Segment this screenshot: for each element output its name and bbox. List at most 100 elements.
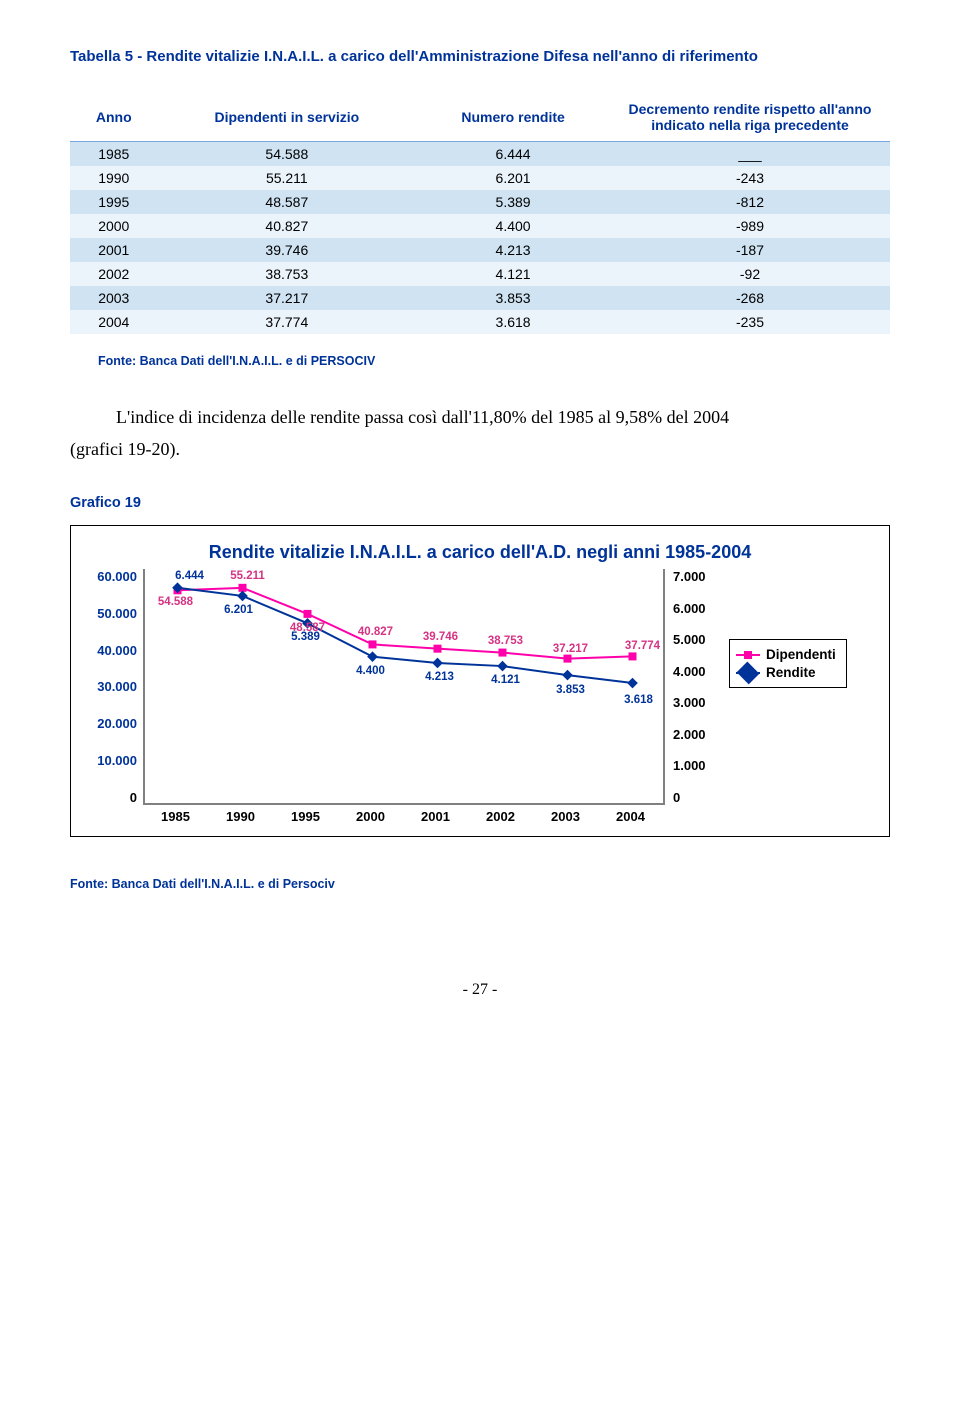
table-row: 200139.7464.213-187 — [70, 238, 890, 262]
y-right-tick: 4.000 — [673, 664, 713, 679]
table-row: 199055.2116.201-243 — [70, 166, 890, 190]
y-right-tick: 1.000 — [673, 758, 713, 773]
x-axis-labels: 19851990199520002001200220032004 — [143, 809, 663, 824]
table-title: Tabella 5 - Rendite vitalizie I.N.A.I.L.… — [70, 48, 890, 65]
cell-anno: 1995 — [70, 190, 158, 214]
chart-plot-area: 54.58855.21148.58740.82739.74638.75337.2… — [143, 569, 663, 805]
x-tick: 2000 — [338, 809, 403, 824]
th-dec: Decremento rendite rispetto all'anno ind… — [610, 93, 890, 142]
y-left-tick: 20.000 — [89, 716, 137, 731]
cell-dec: -989 — [610, 214, 890, 238]
y-right-tick: 5.000 — [673, 632, 713, 647]
body-line-2: (grafici 19-20). — [70, 439, 180, 459]
cell-anno: 2001 — [70, 238, 158, 262]
cell-dec: -235 — [610, 310, 890, 334]
data-label: 4.213 — [425, 671, 454, 683]
data-label: 6.201 — [224, 604, 253, 616]
chart-legend: Dipendenti Rendite — [729, 639, 847, 688]
y-right-tick: 6.000 — [673, 601, 713, 616]
x-tick: 1990 — [208, 809, 273, 824]
data-label: 37.217 — [553, 643, 588, 655]
legend-swatch-pink — [736, 654, 760, 656]
data-label: 54.588 — [158, 596, 193, 608]
cell-dip: 48.587 — [158, 190, 417, 214]
data-label: 39.746 — [423, 631, 458, 643]
cell-dip: 40.827 — [158, 214, 417, 238]
x-tick: 1995 — [273, 809, 338, 824]
cell-dec: -268 — [610, 286, 890, 310]
fonte-1: Fonte: Banca Dati dell'I.N.A.I.L. e di P… — [98, 354, 890, 368]
cell-dec: -92 — [610, 262, 890, 286]
cell-anno: 1985 — [70, 142, 158, 167]
cell-dip: 37.217 — [158, 286, 417, 310]
table-row: 200238.7534.121-92 — [70, 262, 890, 286]
x-tick: 2001 — [403, 809, 468, 824]
body-line-1: L'indice di incidenza delle rendite pass… — [116, 407, 729, 427]
cell-dec: -812 — [610, 190, 890, 214]
x-tick: 2004 — [598, 809, 663, 824]
data-label: 38.753 — [488, 635, 523, 647]
data-label: 4.121 — [491, 674, 520, 686]
y-axis-left: 60.000 50.000 40.000 30.000 20.000 10.000 0 — [89, 569, 143, 805]
data-label: 55.211 — [230, 570, 265, 582]
data-label: 37.774 — [625, 640, 660, 652]
cell-dec: -243 — [610, 166, 890, 190]
cell-anno: 2004 — [70, 310, 158, 334]
legend-swatch-blue — [736, 672, 760, 674]
y-right-tick: 7.000 — [673, 569, 713, 584]
cell-num: 5.389 — [416, 190, 610, 214]
table-row: 200437.7743.618-235 — [70, 310, 890, 334]
body-paragraph: L'indice di incidenza delle rendite pass… — [70, 402, 890, 465]
y-right-tick: 0 — [673, 790, 713, 805]
chart-container: Rendite vitalizie I.N.A.I.L. a carico de… — [70, 525, 890, 837]
y-left-tick: 0 — [89, 790, 137, 805]
x-tick: 2002 — [468, 809, 533, 824]
cell-dip: 55.211 — [158, 166, 417, 190]
cell-num: 3.853 — [416, 286, 610, 310]
x-tick: 1985 — [143, 809, 208, 824]
data-label: 40.827 — [358, 626, 393, 638]
cell-anno: 2002 — [70, 262, 158, 286]
data-label: 4.400 — [356, 665, 385, 677]
y-axis-right: 7.000 6.000 5.000 4.000 3.000 2.000 1.000 0 — [665, 569, 713, 805]
th-anno: Anno — [70, 93, 158, 142]
data-table: Anno Dipendenti in servizio Numero rendi… — [70, 93, 890, 334]
cell-dip: 54.588 — [158, 142, 417, 167]
table-row: 200040.8274.400-989 — [70, 214, 890, 238]
chart-title: Rendite vitalizie I.N.A.I.L. a carico de… — [89, 542, 871, 563]
cell-num: 6.444 — [416, 142, 610, 167]
y-left-tick: 50.000 — [89, 606, 137, 621]
y-right-tick: 3.000 — [673, 695, 713, 710]
cell-anno: 1990 — [70, 166, 158, 190]
y-right-tick: 2.000 — [673, 727, 713, 742]
cell-dip: 37.774 — [158, 310, 417, 334]
y-left-tick: 60.000 — [89, 569, 137, 584]
cell-num: 4.400 — [416, 214, 610, 238]
cell-dec: ___ — [610, 142, 890, 167]
table-row: 199548.5875.389-812 — [70, 190, 890, 214]
table-row: 200337.2173.853-268 — [70, 286, 890, 310]
y-left-tick: 10.000 — [89, 753, 137, 768]
legend-item-dipendenti: Dipendenti — [736, 647, 836, 662]
x-tick: 2003 — [533, 809, 598, 824]
table-row: 198554.5886.444___ — [70, 142, 890, 167]
legend-label-dipendenti: Dipendenti — [766, 647, 836, 662]
legend-item-rendite: Rendite — [736, 665, 836, 680]
data-label: 3.618 — [624, 694, 653, 706]
data-label: 5.389 — [291, 631, 320, 643]
cell-anno: 2003 — [70, 286, 158, 310]
grafico-label: Grafico 19 — [70, 495, 890, 511]
cell-dip: 39.746 — [158, 238, 417, 262]
cell-num: 3.618 — [416, 310, 610, 334]
y-left-tick: 40.000 — [89, 643, 137, 658]
cell-num: 4.213 — [416, 238, 610, 262]
cell-anno: 2000 — [70, 214, 158, 238]
th-num: Numero rendite — [416, 93, 610, 142]
th-dip: Dipendenti in servizio — [158, 93, 417, 142]
cell-num: 6.201 — [416, 166, 610, 190]
cell-num: 4.121 — [416, 262, 610, 286]
cell-dec: -187 — [610, 238, 890, 262]
data-label: 6.444 — [175, 570, 204, 582]
legend-label-rendite: Rendite — [766, 665, 816, 680]
y-left-tick: 30.000 — [89, 679, 137, 694]
